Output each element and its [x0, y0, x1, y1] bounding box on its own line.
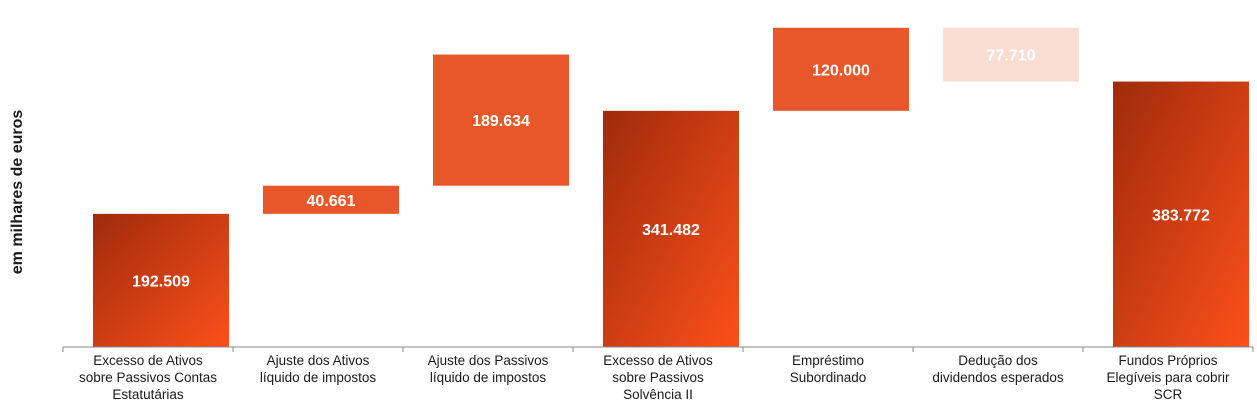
- x-axis: [62, 346, 1254, 352]
- y-axis-label: em milhares de euros: [9, 110, 26, 275]
- x-tick-label-line: Subordinado: [790, 370, 867, 385]
- bars-layer: 192.509 40.661 189.634 341.482 120.000 77.710…: [93, 27, 1249, 347]
- total-bar: [93, 213, 229, 347]
- decrease-bar: [943, 27, 1079, 82]
- x-tick-label-line: Dedução dos: [958, 353, 1038, 368]
- x-tick-label-line: sobre Passivos: [612, 370, 704, 385]
- increase-bar: [263, 185, 399, 214]
- x-tick-label-line: dividendos esperados: [932, 370, 1064, 385]
- increase-bar: [433, 54, 569, 186]
- x-tick-label: Empréstimo Subordinado: [790, 353, 867, 385]
- bar-value-label: 341.482: [642, 222, 700, 239]
- x-tick-label-line: Empréstimo: [792, 353, 864, 368]
- x-tick-label: Ajuste dos Ativos líquido de impostos: [260, 353, 377, 385]
- bar-group: 192.509: [93, 213, 229, 347]
- bar-group: 189.634: [433, 54, 569, 186]
- x-tick-label-line: Solvência II: [623, 387, 693, 402]
- x-tick-label-line: Fundos Próprios: [1118, 353, 1217, 368]
- bar-group: 341.482: [603, 110, 739, 347]
- x-tick-label-line: Estatutárias: [112, 387, 184, 402]
- x-tick-label: Fundos Próprios Elegíveis para cobrir SCR: [1106, 353, 1230, 402]
- x-tick-label: Ajuste dos Passivos líquido de impostos: [428, 353, 549, 385]
- total-bar: [1113, 81, 1249, 347]
- x-tick-label: Excesso de Ativos sobre Passivos Solvência…: [603, 353, 713, 402]
- bar-value-label: 192.509: [132, 273, 190, 290]
- x-tick-label: Dedução dos dividendos esperados: [932, 353, 1064, 385]
- x-tick-label-line: Ajuste dos Passivos: [428, 353, 549, 368]
- x-tick-label-line: Excesso de Ativos: [93, 353, 203, 368]
- bar-group: 120.000: [773, 27, 909, 111]
- x-tick-label-line: Excesso de Ativos: [603, 353, 713, 368]
- total-bar: [603, 110, 739, 347]
- x-tick-labels: Excesso de Ativos sobre Passivos Contas Es…: [79, 353, 1230, 402]
- bar-group: 77.710: [943, 27, 1079, 82]
- bar-value-label: 189.634: [472, 113, 530, 130]
- bar-value-label: 120.000: [812, 62, 870, 79]
- x-tick-label-line: Ajuste dos Ativos: [267, 353, 370, 368]
- x-tick-label-line: SCR: [1154, 387, 1183, 402]
- x-tick-label-line: líquido de impostos: [430, 370, 547, 385]
- bar-value-label: 77.710: [987, 48, 1036, 65]
- x-tick-label-line: sobre Passivos Contas: [79, 370, 217, 385]
- bar-value-label: 40.661: [307, 193, 356, 210]
- x-tick-label-line: líquido de impostos: [260, 370, 377, 385]
- increase-bar: [773, 27, 909, 111]
- x-tick-label: Excesso de Ativos sobre Passivos Contas Es…: [79, 353, 217, 402]
- bar-group: 40.661: [263, 185, 399, 214]
- bar-group: 383.772: [1113, 81, 1249, 347]
- x-tick-label-line: Elegíveis para cobrir: [1106, 370, 1230, 385]
- bar-value-label: 383.772: [1152, 207, 1210, 224]
